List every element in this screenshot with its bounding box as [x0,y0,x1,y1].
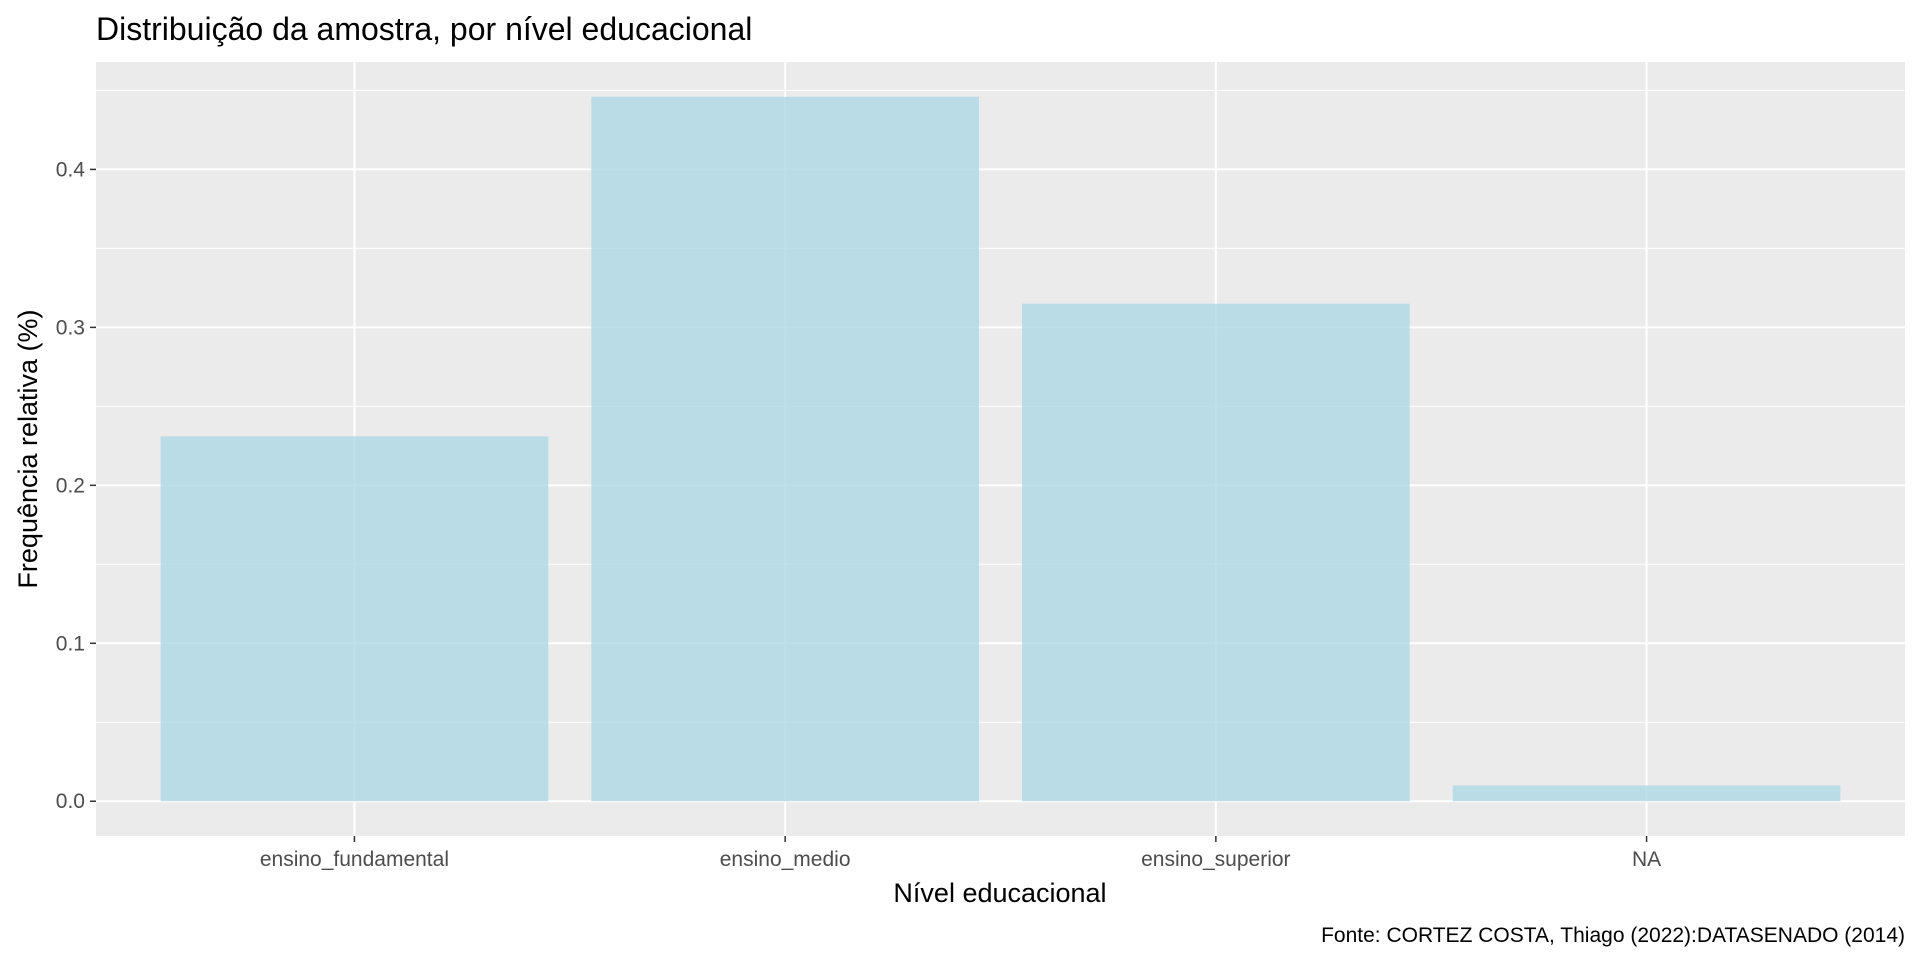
y-axis-title: Frequência relativa (%) [13,309,43,588]
bar-ensino-medio [591,96,979,802]
x-axis: ensino_fundamental ensino_medio ensino_sup… [260,836,1661,871]
x-tick-label: ensino_superior [1141,848,1290,871]
x-tick-label: NA [1632,848,1661,871]
bar-na [1452,785,1841,802]
chart-title: Distribuição da amostra, por nível educa… [96,11,752,47]
bars [160,96,1841,802]
x-tick-label: ensino_medio [720,848,851,871]
y-tick-label: 0.4 [56,158,86,181]
bar-ensino-superior [1022,303,1410,802]
x-axis-title: Nível educacional [893,878,1106,908]
bar-ensino-fundamental [160,436,549,802]
caption: Fonte: CORTEZ COSTA, Thiago (2022):DATAS… [1321,924,1905,947]
x-tick-label: ensino_fundamental [260,848,449,871]
y-tick-label: 0.2 [56,474,85,497]
y-axis: 0.0 0.1 0.2 0.3 0.4 [56,158,96,813]
y-tick-label: 0.1 [56,632,85,655]
y-tick-label: 0.3 [56,316,85,339]
y-tick-label: 0.0 [56,790,85,813]
